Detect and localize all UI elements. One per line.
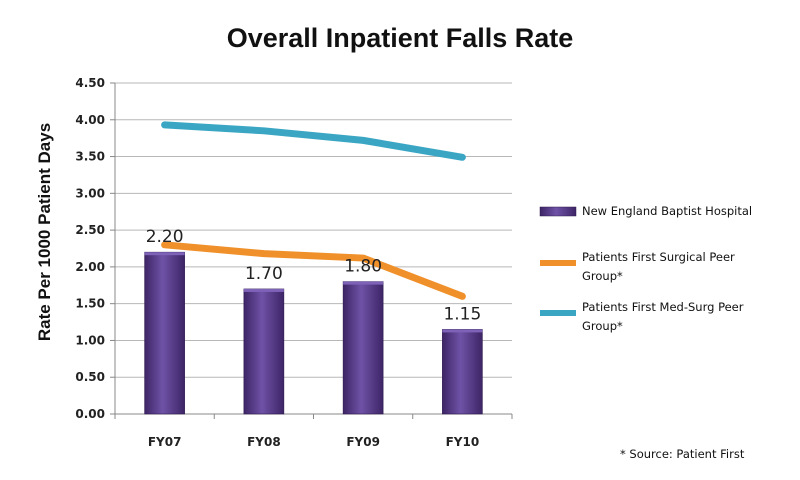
plot-area: 0.00 0.50 1.00 1.50 2.00 2.50 3.00 3.50 4.00 4.50… [75,76,513,449]
y-tick-label: 0.00 [75,407,105,421]
legend-label: Group* [582,269,623,283]
y-tick-label: 2.00 [75,260,105,274]
source-note: * Source: Patient First [620,447,745,461]
bar [342,281,384,415]
y-tick-label: 2.50 [75,223,105,237]
y-tick-label: 0.50 [75,370,105,384]
bar-top-highlight [442,329,483,333]
chart-title: Overall Inpatient Falls Rate [227,23,574,53]
x-tick-label: FY08 [247,435,281,449]
data-label: 2.20 [146,227,184,247]
y-tick-label: 4.00 [75,113,105,127]
legend-label: Group* [582,319,623,333]
x-tick-label: FY07 [148,435,182,449]
y-tick-label: 1.00 [75,333,105,347]
series-line [161,241,466,300]
series-line [161,121,466,161]
y-axis-label: Rate Per 1000 Patient Days [35,123,54,341]
legend-label: New England Baptist Hospital [582,204,752,218]
data-label: 1.15 [443,304,481,324]
legend: New England Baptist Hospital Patients Fir… [539,204,752,333]
bar-top-highlight [343,281,384,285]
y-tick-label: 4.50 [75,76,105,90]
bar-top-highlight [144,252,185,256]
legend-label: Patients First Surgical Peer [582,250,735,264]
data-label: 1.70 [245,264,283,284]
x-tick-label: FY09 [346,435,380,449]
y-tick-label: 3.50 [75,150,105,164]
bar [144,251,185,415]
y-tick-label: 1.50 [75,297,105,311]
x-tick-label: FY10 [446,435,480,449]
y-tick-label: 3.00 [75,186,105,200]
legend-swatch [539,206,577,217]
bar-top-highlight [243,288,284,292]
bar [442,329,483,415]
legend-label: Patients First Med-Surg Peer [582,300,744,314]
data-label: 1.80 [344,257,382,277]
bar [243,288,285,415]
